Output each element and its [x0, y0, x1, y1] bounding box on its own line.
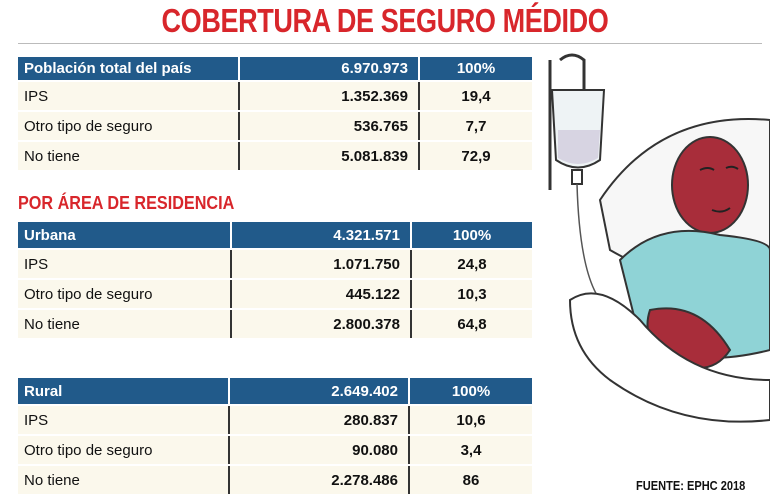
table-cell: 24,8 [410, 250, 532, 278]
table-header-cell: Urbana [18, 222, 230, 248]
illustration [548, 53, 770, 423]
table-cell: 5.081.839 [238, 142, 418, 170]
title: COBERTURA DE SEGURO MÉDIDO [161, 2, 609, 39]
table-cell: Otro tipo de seguro [18, 436, 228, 464]
table-cell: 536.765 [238, 112, 418, 140]
table-cell: No tiene [18, 310, 230, 338]
table-cell: Otro tipo de seguro [18, 280, 230, 308]
table-cell: 10,3 [410, 280, 532, 308]
table-cell: 64,8 [410, 310, 532, 338]
table-header-cell: Rural [18, 378, 228, 404]
table-cell: 7,7 [418, 112, 532, 140]
table-header-cell: 2.649.402 [228, 378, 408, 404]
table-header-cell: 100% [418, 57, 532, 80]
source: FUENTE: EPHC 2018 [636, 478, 746, 493]
table-cell: 2.800.378 [230, 310, 410, 338]
table-cell: 2.278.486 [228, 466, 408, 494]
table-header-cell: Población total del país [18, 57, 238, 80]
table-cell: 10,6 [408, 406, 532, 434]
table-cell: 72,9 [418, 142, 532, 170]
table-cell: No tiene [18, 142, 238, 170]
section-heading: POR ÁREA DE RESIDENCIA [18, 193, 235, 213]
table-cell: 3,4 [408, 436, 532, 464]
table-cell: 445.122 [230, 280, 410, 308]
table-cell: 90.080 [228, 436, 408, 464]
table-cell: 280.837 [228, 406, 408, 434]
title-rule [18, 43, 762, 44]
table-cell: IPS [18, 250, 230, 278]
table-header-cell: 6.970.973 [238, 57, 418, 80]
table-header-cell: 100% [408, 378, 532, 404]
table-header-cell: 100% [410, 222, 532, 248]
table-cell: Otro tipo de seguro [18, 112, 238, 140]
table-cell: IPS [18, 82, 238, 110]
table-header-cell: 4.321.571 [230, 222, 410, 248]
table-cell: 1.071.750 [230, 250, 410, 278]
table-cell: 1.352.369 [238, 82, 418, 110]
table-cell: No tiene [18, 466, 228, 494]
table-cell: 86 [408, 466, 532, 494]
table-cell: IPS [18, 406, 228, 434]
table-cell: 19,4 [418, 82, 532, 110]
